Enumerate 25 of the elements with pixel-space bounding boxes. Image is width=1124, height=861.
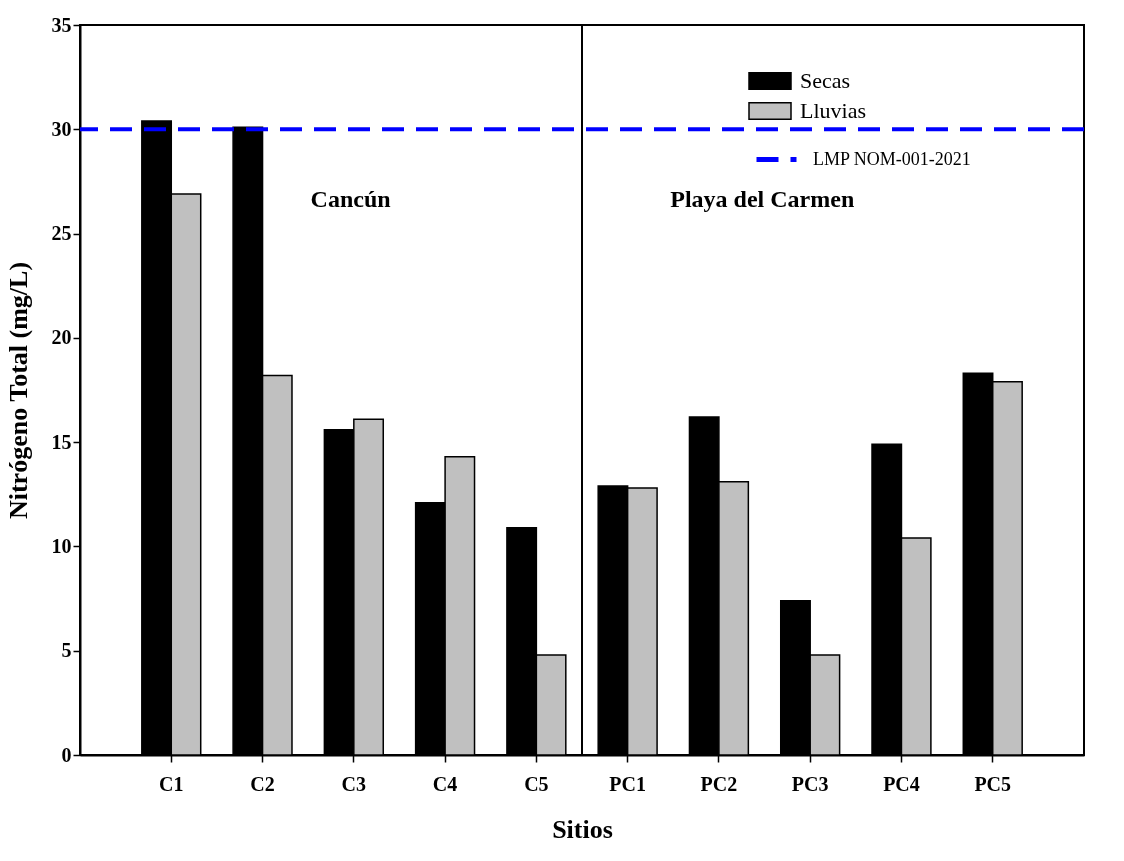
x-axis-title: Sitios [552, 814, 613, 844]
y-tick-label: 30 [51, 117, 72, 140]
x-tick-label: C1 [159, 772, 184, 795]
x-tick-label: PC2 [700, 772, 738, 795]
y-tick-label: 0 [61, 743, 72, 766]
y-tick-label: 20 [51, 326, 72, 349]
x-tick-label: C2 [250, 772, 275, 795]
y-tick-label: 25 [51, 222, 72, 245]
legend-label: Secas [800, 68, 851, 93]
x-tick-label: PC3 [791, 772, 829, 795]
x-tick-label: C4 [432, 772, 458, 795]
legend-label: LMP NOM-001-2021 [813, 148, 971, 169]
y-tick-label: 35 [51, 13, 72, 36]
legend-label: Lluvias [800, 98, 866, 123]
y-tick-label: 15 [51, 430, 72, 453]
x-tick-label: PC5 [974, 772, 1012, 795]
y-tick-label: 10 [51, 534, 72, 557]
x-tick-label: PC1 [609, 772, 646, 795]
annotation: Playa del Carmen [670, 186, 855, 213]
y-tick-label: 5 [61, 639, 72, 662]
annotation: Cancún [310, 186, 391, 213]
x-tick-label: C3 [341, 772, 367, 795]
x-tick-label: PC4 [883, 772, 920, 795]
y-axis-title: Nitrógeno Total (mg/L) [3, 261, 33, 520]
x-tick-label: C5 [524, 772, 549, 795]
